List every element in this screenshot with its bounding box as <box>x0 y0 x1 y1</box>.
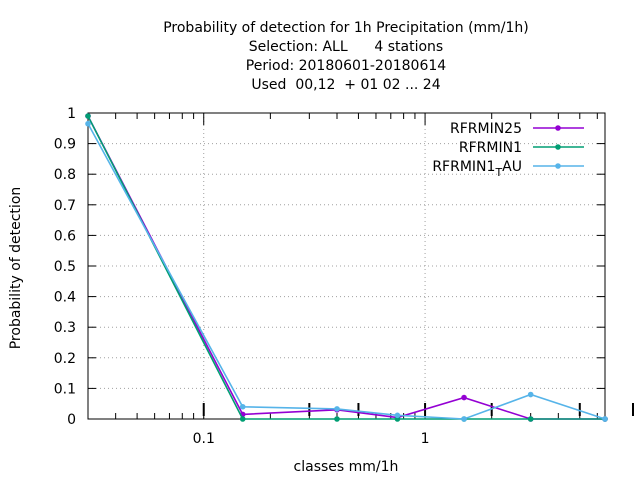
data-point <box>461 416 467 422</box>
legend-marker <box>555 163 561 169</box>
data-point <box>239 416 246 422</box>
x-tick-label: 1 <box>421 431 430 447</box>
chart-title-line-1: Probability of detection for 1h Precipit… <box>163 20 529 36</box>
legend-marker <box>555 144 561 150</box>
data-point <box>85 120 91 127</box>
data-point <box>602 416 608 422</box>
grid-lines <box>88 113 605 419</box>
series-line <box>87 115 605 420</box>
legend: RFRMIN25 RFRMIN1 RFRMIN1TAU <box>432 121 584 179</box>
y-tick-label: 0.2 <box>54 351 76 367</box>
y-tick-label: 0.1 <box>54 381 76 397</box>
series-line <box>87 123 606 420</box>
y-tick-label: 1 <box>67 106 76 122</box>
data-point <box>527 391 534 398</box>
data-point <box>239 403 246 410</box>
data-point <box>334 406 340 412</box>
legend-label: RFRMIN1TAU <box>432 159 522 179</box>
series-RFRMIN1 <box>85 113 608 422</box>
y-tick-label: 0.4 <box>54 290 76 306</box>
data-point <box>461 394 467 401</box>
chart-title-block: Probability of detection for 1h Precipit… <box>163 20 529 93</box>
series-lines <box>85 113 608 422</box>
y-tick-label: 0.8 <box>54 167 76 183</box>
x-axis-label: classes mm/1h <box>294 459 399 475</box>
y-tick-label: 0.6 <box>54 228 76 244</box>
y-tick-label: 0.5 <box>54 259 76 275</box>
y-axis-label: Probability of detection <box>8 187 24 350</box>
y-tick-labels: 0 0.1 0.2 0.3 0.4 0.5 0.6 0.7 0.8 0.9 1 <box>54 106 76 428</box>
chart-title-line-2: Selection: ALL 4 stations <box>249 39 443 55</box>
data-point <box>394 412 401 419</box>
series-RFRMIN25 <box>85 113 608 422</box>
y-tick-label: 0.7 <box>54 198 76 214</box>
data-point <box>527 416 534 422</box>
chart-title-line-4: Used 00,12 + 01 02 ... 24 <box>251 77 440 93</box>
data-point <box>334 416 340 422</box>
chart-title-line-3: Period: 20180601-20180614 <box>246 58 446 74</box>
legend-marker <box>555 125 561 131</box>
legend-label: RFRMIN1 <box>459 140 522 156</box>
legend-label: RFRMIN25 <box>450 121 522 137</box>
series-RFRMIN1_TAU <box>85 120 608 422</box>
x-tick-label: 0.1 <box>193 431 215 447</box>
y-tick-label: 0.3 <box>54 320 76 336</box>
y-tick-label: 0 <box>67 412 76 428</box>
y-tick-label: 0.9 <box>54 137 76 153</box>
x-tick-labels: 0.1 1 <box>193 431 430 447</box>
data-point <box>85 113 91 119</box>
